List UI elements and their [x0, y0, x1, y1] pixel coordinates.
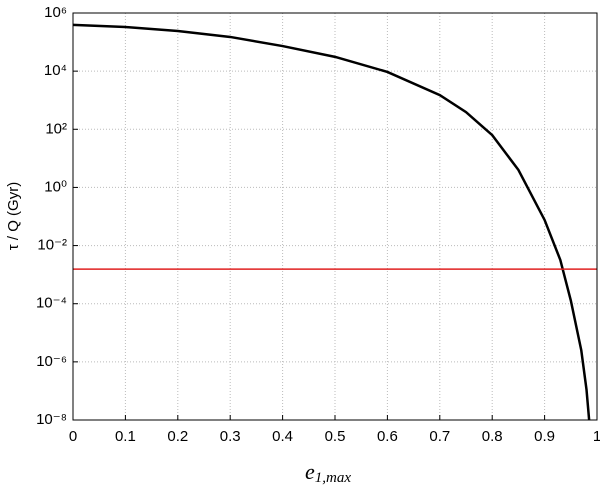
- y-tick-label: 10⁻²: [37, 237, 67, 254]
- y-tick-label: 10²: [45, 120, 67, 137]
- x-tick-label: 0: [69, 428, 77, 445]
- y-tick-label: 10⁰: [44, 178, 67, 195]
- x-tick-label: 0.6: [377, 428, 398, 445]
- x-tick-label: 0.9: [534, 428, 555, 445]
- line: [72, 23, 591, 421]
- x-tick-label: 0.2: [167, 428, 188, 445]
- x-tick-label: 0.3: [220, 428, 241, 445]
- y-tick-label: 10⁻⁶: [36, 353, 67, 370]
- x-tick-label: 0.1: [115, 428, 136, 445]
- x-axis-label-main: e: [305, 459, 315, 484]
- y-tick-label: 10⁻⁴: [36, 295, 67, 312]
- x-axis-label: e1,max: [305, 459, 351, 486]
- y-axis-label: τ / Q (Gyr): [5, 182, 22, 250]
- x-tick-label: 1: [593, 428, 600, 445]
- x-axis-label-sub: 1,max: [315, 470, 352, 486]
- y-tick-label: 10⁻⁸: [36, 411, 67, 428]
- plot-frame: [72, 12, 598, 421]
- x-tick-label: 0.4: [272, 428, 293, 445]
- x-tick-label: 0.8: [482, 428, 503, 445]
- y-tick-label: 10⁴: [44, 62, 67, 79]
- y-tick-label: 10⁶: [44, 4, 67, 21]
- x-tick-label: 0.7: [429, 428, 450, 445]
- x-tick-label: 0.5: [325, 428, 346, 445]
